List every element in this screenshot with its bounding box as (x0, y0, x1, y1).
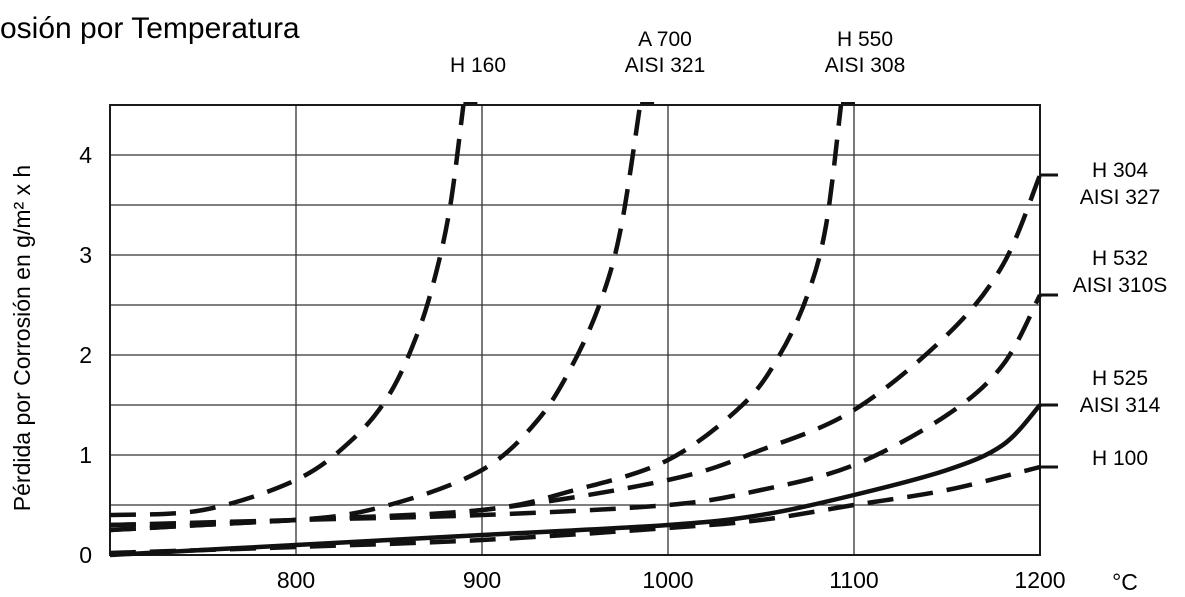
series-label-5: H 532 (1092, 247, 1148, 270)
series-label-4: AISI 327 (1080, 186, 1161, 209)
y-tick-label: 3 (79, 242, 92, 268)
series-label-6: H 525 (1092, 367, 1148, 390)
x-tick-label: 900 (463, 567, 501, 593)
series-label-2: A 700 (638, 28, 692, 51)
series-layer (109, 104, 1043, 558)
x-tick-label: 800 (277, 567, 315, 593)
x-tick-label: 1100 (829, 567, 878, 593)
chart-title: osión por Temperatura (0, 12, 300, 45)
series-label-2: AISI 321 (625, 54, 706, 77)
series-label-3: H 550 (837, 28, 893, 51)
y-axis-label: Pérdida por Corrosión en g/m² x h (9, 165, 35, 511)
series-label-4: H 304 (1092, 159, 1148, 182)
x-axis-unit: °C (1112, 569, 1138, 595)
x-tick-label: 1200 (1014, 567, 1065, 593)
x-tick-label: 1000 (642, 567, 693, 593)
y-tick-label: 4 (79, 142, 92, 168)
tick-labels: 800 900 1000 1100 1200 0 1 2 3 4 (79, 142, 1065, 593)
series-labels: H 160 A 700 AISI 321 H 550 AISI 308 H 304 AISI… (450, 28, 1167, 470)
series-line-4 (109, 174, 1043, 533)
series-line-1 (109, 104, 466, 518)
series-label-3: AISI 308 (825, 54, 906, 77)
y-tick-label: 1 (79, 442, 92, 468)
series-label-1: H 160 (450, 54, 506, 77)
series-label-5: AISI 310S (1073, 274, 1168, 297)
y-tick-label: 0 (79, 542, 92, 568)
series-label-6: AISI 314 (1080, 394, 1161, 417)
y-tick-label: 2 (79, 342, 92, 368)
grid (110, 105, 1040, 555)
series-line-2 (109, 104, 643, 528)
series-line-6 (109, 403, 1042, 558)
series-line-3 (109, 104, 844, 533)
series-line-7 (109, 464, 1041, 556)
series-line-5 (109, 293, 1042, 528)
series-label-7: H 100 (1092, 447, 1148, 470)
plot-frame (109, 104, 1041, 556)
